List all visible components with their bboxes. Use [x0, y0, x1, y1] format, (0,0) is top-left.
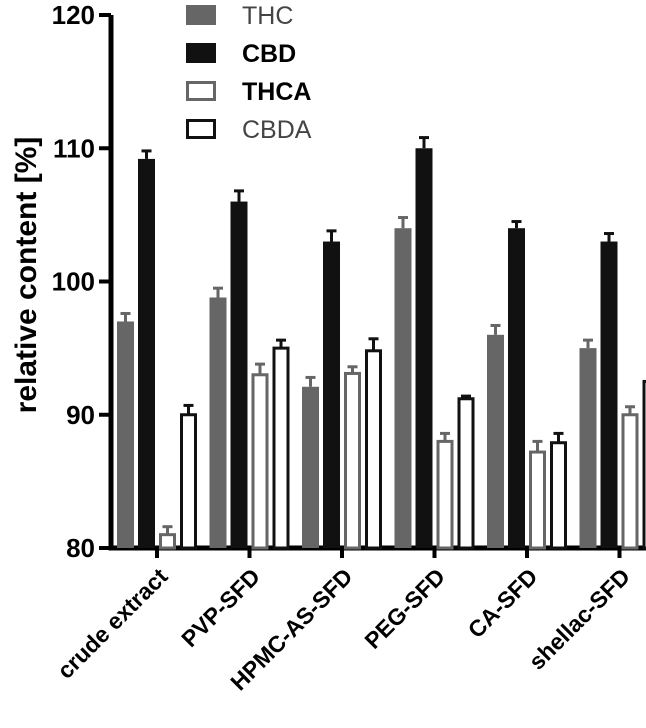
- bar-thc: [302, 386, 319, 548]
- bar-cbd: [230, 201, 248, 549]
- y-tick-label: 120: [52, 0, 95, 30]
- x-category-label: PEG-SFD: [359, 563, 450, 654]
- bar-thc: [209, 297, 227, 548]
- legend-label-thca: THCA: [242, 78, 311, 106]
- x-category-label: crude extract: [52, 563, 173, 684]
- y-tick-label: 80: [66, 533, 95, 563]
- bar-thc: [394, 228, 412, 548]
- bar-cbd: [508, 228, 525, 548]
- legend-label-thc: THC: [242, 2, 293, 30]
- bar-cbd: [323, 241, 340, 548]
- y-axis-title: relative content [%]: [10, 137, 43, 414]
- legend-label-cbd: CBD: [242, 40, 296, 68]
- bar-cbda: [365, 349, 382, 550]
- bar-thc: [579, 348, 597, 548]
- legend-swatch-thc: [186, 5, 216, 25]
- bar-thc: [117, 321, 134, 548]
- bar-cbd: [600, 241, 618, 548]
- bar-cbda: [642, 379, 646, 550]
- bar-cbda: [550, 441, 567, 550]
- x-category-label: CA-SFD: [463, 563, 543, 643]
- legend-label-cbda: CBDA: [242, 116, 312, 144]
- legend-swatch-cbda: [186, 119, 216, 139]
- bar-cbda: [180, 413, 197, 550]
- bar-thca: [344, 371, 361, 550]
- bar-thca: [251, 373, 269, 550]
- legend-swatch-cbd: [186, 43, 216, 63]
- bar-cbda: [457, 397, 475, 550]
- y-tick-label: 90: [66, 400, 95, 430]
- bar-cbd: [138, 158, 155, 548]
- bar-cbda: [272, 346, 290, 550]
- y-tick-label: 100: [52, 267, 95, 297]
- legend: THC CBD THCA CBDA: [186, 2, 312, 144]
- y-tick-label: 110: [53, 133, 95, 163]
- bar-thca: [621, 413, 639, 550]
- bar-thca: [159, 533, 176, 550]
- bar-thca: [436, 439, 454, 550]
- x-category-label: PVP-SFD: [176, 563, 265, 652]
- bar-thca: [529, 450, 546, 550]
- legend-swatch-thca: [186, 81, 216, 101]
- bar-cbd: [415, 148, 433, 548]
- bar-thc: [487, 334, 504, 548]
